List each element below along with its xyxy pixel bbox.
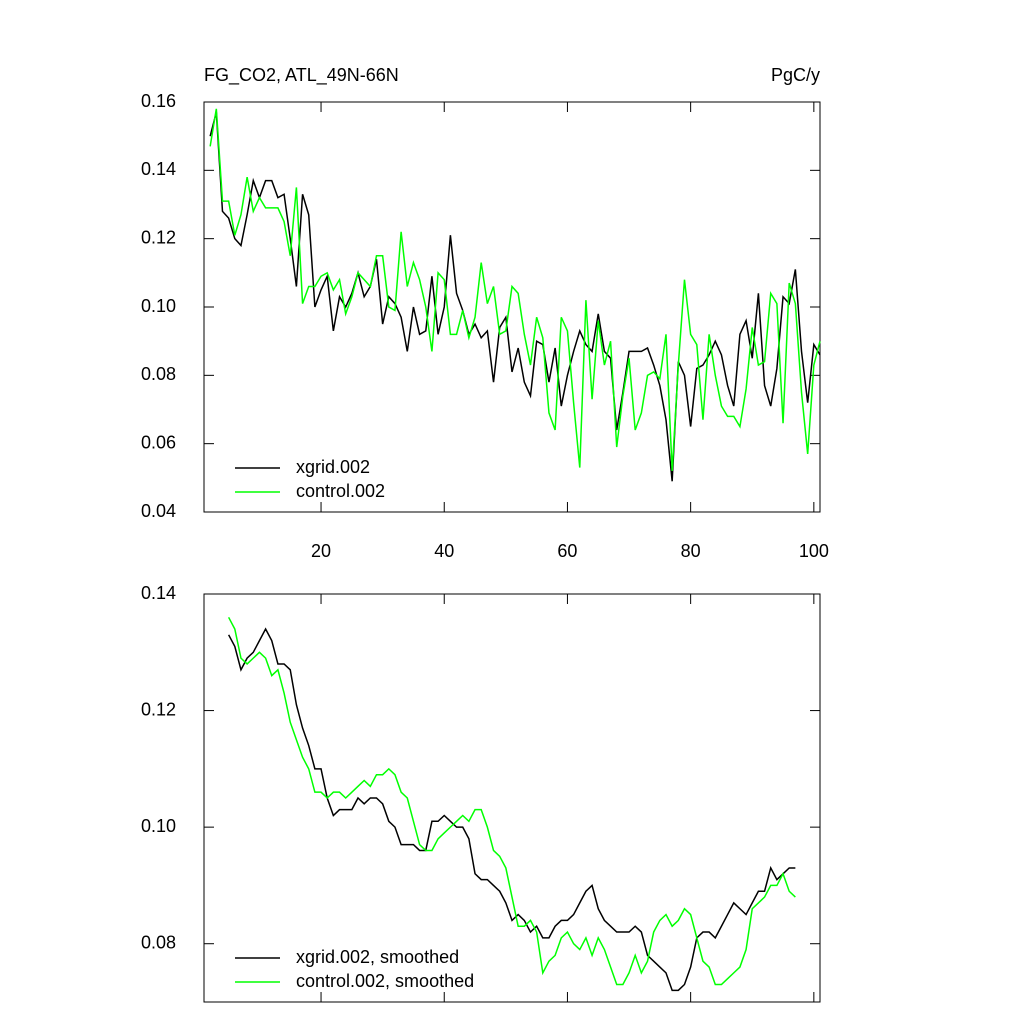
y-tick-label: 0.16 (141, 91, 176, 111)
y-tick-label: 0.10 (141, 816, 176, 836)
legend-label: control.002, smoothed (296, 971, 474, 991)
x-tick-label: 80 (681, 541, 701, 561)
x-tick-label: 60 (557, 541, 577, 561)
y-tick-label: 0.12 (141, 699, 176, 719)
data-line (227, 616, 796, 986)
legend-label: xgrid.002, smoothed (296, 947, 459, 967)
x-tick-label: 40 (434, 541, 454, 561)
data-line (227, 627, 796, 992)
y-tick-label: 0.08 (141, 364, 176, 384)
y-tick-label: 0.14 (141, 583, 176, 603)
units-label: PgC/y (771, 65, 820, 85)
legend-label: control.002 (296, 481, 385, 501)
y-tick-label: 0.12 (141, 227, 176, 247)
plot-frame (203, 101, 821, 513)
data-line (209, 112, 821, 482)
plot-frame (203, 593, 821, 1003)
y-tick-label: 0.08 (141, 932, 176, 952)
legend-label: xgrid.002 (296, 457, 370, 477)
y-tick-label: 0.14 (141, 159, 176, 179)
y-tick-label: 0.10 (141, 296, 176, 316)
y-tick-label: 0.06 (141, 432, 176, 452)
chart-title: FG_CO2, ATL_49N-66N (204, 65, 399, 86)
x-tick-label: 20 (311, 541, 331, 561)
data-line (209, 108, 821, 472)
y-tick-label: 0.04 (141, 501, 176, 521)
x-tick-label: 100 (799, 541, 829, 561)
